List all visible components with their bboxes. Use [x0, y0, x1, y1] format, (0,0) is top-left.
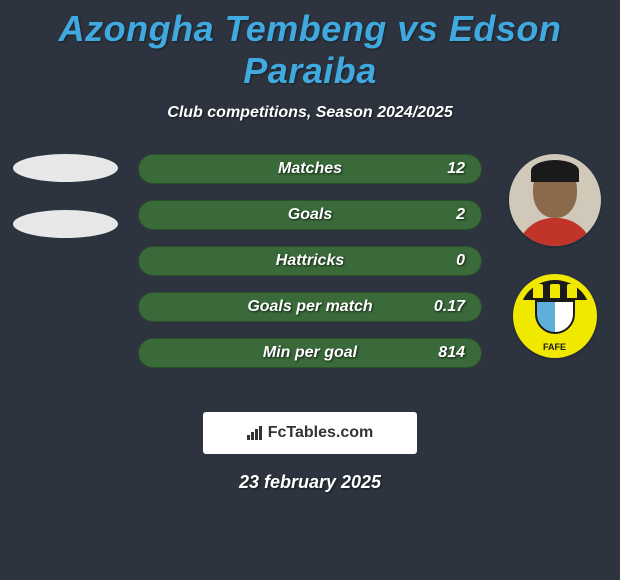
stat-row-min-per-goal: Min per goal 814 — [138, 338, 482, 368]
stat-row-matches: Matches 12 — [138, 154, 482, 184]
left-player-avatar-placeholder — [13, 154, 118, 182]
page-title: Azongha Tembeng vs Edson Paraiba — [0, 0, 620, 92]
stat-value-right: 0.17 — [434, 298, 465, 316]
source-name: FcTables.com — [268, 424, 374, 442]
comparison-panel: FAFE Matches 12 Goals 2 Hattricks 0 Goal… — [0, 154, 620, 394]
right-player-column: FAFE — [497, 154, 612, 358]
left-club-badge-placeholder — [13, 210, 118, 238]
stat-label: Hattricks — [276, 252, 344, 270]
stat-label: Min per goal — [263, 344, 357, 362]
bar-chart-icon — [247, 426, 262, 440]
right-player-avatar — [509, 154, 601, 246]
stat-row-goals-per-match: Goals per match 0.17 — [138, 292, 482, 322]
stat-value-right: 2 — [456, 206, 465, 224]
stat-value-right: 0 — [456, 252, 465, 270]
subtitle: Club competitions, Season 2024/2025 — [0, 104, 620, 122]
stat-value-right: 814 — [438, 344, 465, 362]
stat-label: Goals per match — [247, 298, 372, 316]
stat-value-right: 12 — [447, 160, 465, 178]
stat-row-goals: Goals 2 — [138, 200, 482, 230]
date-text: 23 february 2025 — [0, 472, 620, 493]
club-badge-text: FAFE — [513, 342, 597, 352]
source-badge: FcTables.com — [203, 412, 417, 454]
stat-label: Matches — [278, 160, 342, 178]
stat-label: Goals — [288, 206, 332, 224]
right-club-badge: FAFE — [513, 274, 597, 358]
stat-row-hattricks: Hattricks 0 — [138, 246, 482, 276]
left-player-column — [8, 154, 123, 238]
stat-bars: Matches 12 Goals 2 Hattricks 0 Goals per… — [138, 154, 482, 368]
